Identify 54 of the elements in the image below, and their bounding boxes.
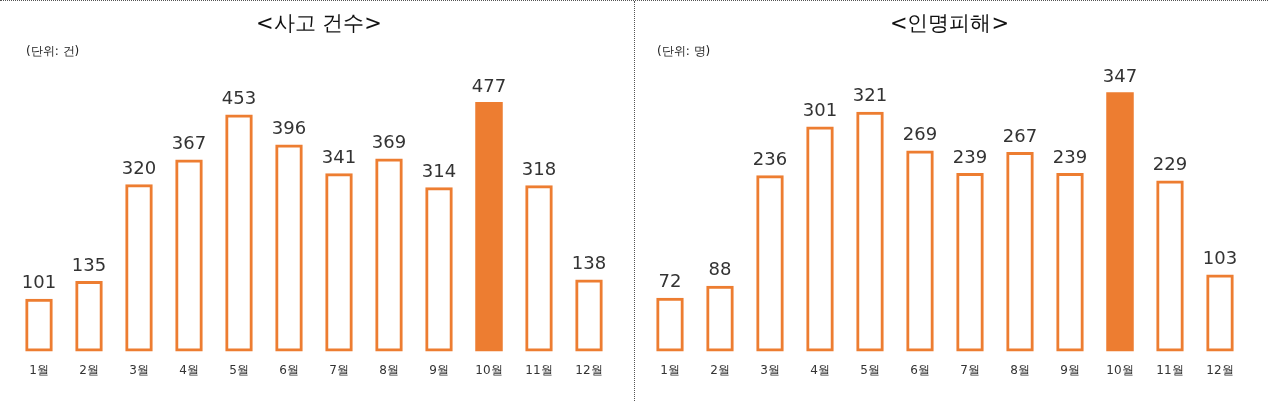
x-tick-label: 7월: [960, 362, 980, 377]
data-label: 101: [21, 271, 57, 293]
chart-subtitle: (단위: 명): [657, 43, 712, 60]
x-tick-label: 7월: [329, 362, 349, 377]
x-tick-label: 5월: [860, 362, 880, 377]
data-label: 396: [271, 117, 307, 139]
x-tick-label: 3월: [760, 362, 780, 377]
x-tick-label: 5월: [229, 362, 249, 377]
bar: [1106, 92, 1134, 352]
data-label: 321: [852, 84, 888, 106]
data-label: 103: [1202, 247, 1238, 269]
data-label: 269: [902, 123, 938, 145]
data-label: 477: [471, 74, 507, 96]
chart-subtitle: (단위: 건): [26, 43, 81, 60]
x-tick-label: 11월: [1156, 362, 1184, 377]
x-tick-label: 6월: [910, 362, 930, 377]
data-label: 369: [371, 131, 407, 153]
data-label: 267: [1002, 124, 1038, 146]
data-label: 341: [321, 145, 357, 167]
x-tick-label: 2월: [710, 362, 730, 377]
x-tick-label: 1월: [660, 362, 680, 377]
data-label: 239: [1052, 145, 1088, 167]
data-label: 72: [658, 270, 682, 292]
x-tick-label: 4월: [810, 362, 830, 377]
data-label: 367: [171, 132, 207, 154]
chart-title: <인명피해>: [888, 10, 1011, 37]
data-label: 229: [1152, 153, 1188, 175]
x-tick-label: 10월: [1106, 362, 1134, 377]
data-label: 236: [752, 147, 788, 169]
x-tick-label: 9월: [1060, 362, 1080, 377]
x-tick-label: 4월: [179, 362, 199, 377]
data-label: 135: [71, 253, 107, 275]
x-tick-label: 12월: [1206, 362, 1234, 377]
x-tick-label: 12월: [575, 362, 603, 377]
data-label: 138: [571, 252, 607, 274]
x-tick-label: 3월: [129, 362, 149, 377]
bar: [475, 102, 503, 352]
data-label: 88: [708, 258, 732, 280]
x-tick-label: 1월: [29, 362, 49, 377]
x-tick-label: 8월: [1010, 362, 1030, 377]
data-label: 239: [952, 145, 988, 167]
x-tick-label: 9월: [429, 362, 449, 377]
x-tick-label: 6월: [279, 362, 299, 377]
data-label: 453: [221, 87, 257, 109]
chart-title: <사고 건수>: [255, 10, 383, 37]
data-label: 320: [121, 156, 157, 178]
x-tick-label: 10월: [475, 362, 503, 377]
x-tick-label: 11월: [525, 362, 553, 377]
data-label: 318: [521, 157, 557, 179]
x-tick-label: 2월: [79, 362, 99, 377]
x-tick-label: 8월: [379, 362, 399, 377]
data-label: 314: [421, 159, 457, 181]
data-label: 347: [1102, 64, 1138, 86]
data-label: 301: [802, 99, 838, 121]
